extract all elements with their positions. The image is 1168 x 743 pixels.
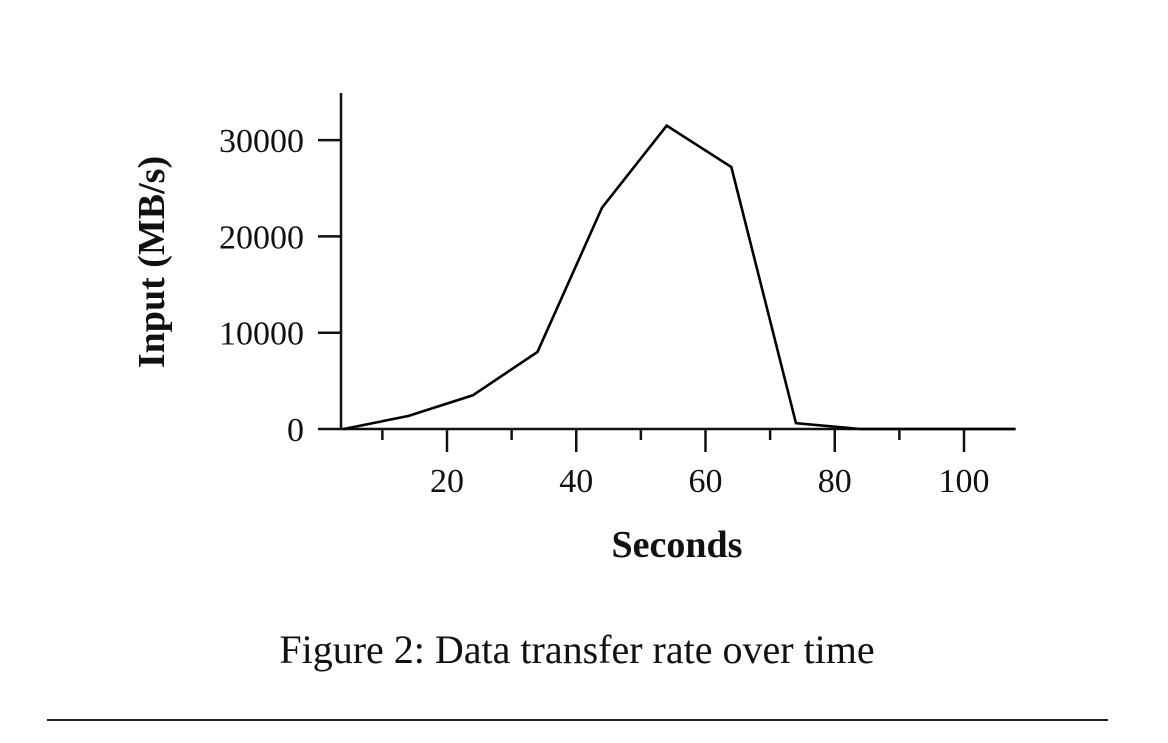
x-tick-label: 100 <box>939 463 990 500</box>
y-tick-label: 0 <box>287 412 304 449</box>
figure-caption: Figure 2: Data transfer rate over time <box>279 627 874 672</box>
y-tick-label: 10000 <box>219 316 304 353</box>
x-tick-label: 40 <box>559 463 593 500</box>
x-tick-label: 60 <box>689 463 723 500</box>
x-tick-label: 80 <box>818 463 852 500</box>
x-axis-title: Seconds <box>612 524 743 566</box>
x-tick-label: 20 <box>430 463 464 500</box>
y-tick-label: 30000 <box>219 123 304 160</box>
y-axis-title: Input (MB/s) <box>131 156 173 368</box>
series-line-input <box>344 126 1016 429</box>
y-tick-label: 20000 <box>219 219 304 256</box>
